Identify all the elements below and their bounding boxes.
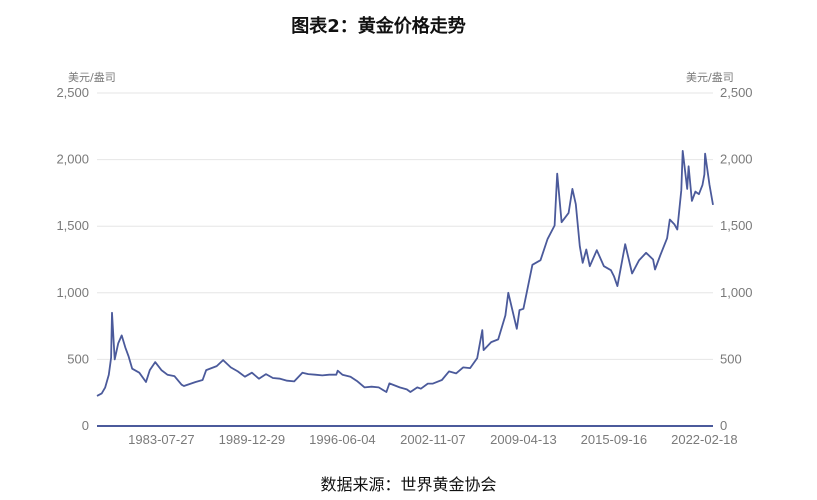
y-tick-label-left: 500	[67, 351, 89, 366]
y-tick-label-right: 2,500	[720, 85, 753, 100]
x-axis-ticks: 1983-07-27 1989-12-29 1996-06-04 2002-11-07…	[128, 432, 737, 447]
gold-price-line	[96, 150, 714, 397]
x-tick-label: 2002-11-07	[400, 432, 466, 447]
y-axis-right-unit: 美元/盎司	[686, 70, 734, 84]
x-tick-label: 2022-02-18	[671, 432, 738, 447]
x-tick-label: 2009-04-13	[490, 432, 557, 447]
y-tick-label-right: 1,500	[720, 218, 753, 233]
grid-lines	[97, 92, 713, 360]
y-tick-label-left: 1,000	[56, 285, 89, 300]
x-tick-label: 1989-12-29	[219, 432, 286, 447]
x-tick-label: 1983-07-27	[128, 432, 195, 447]
y-tick-label-left: 1,500	[56, 218, 89, 233]
chart-source: 数据来源：世界黄金协会	[320, 475, 497, 494]
y-axis-left-ticks: 0 500 1,000 1,500 2,000 2,500	[56, 85, 89, 433]
y-tick-label-left: 2,000	[56, 152, 89, 167]
y-tick-label-right: 500	[720, 351, 742, 366]
x-tick-label: 2015-09-16	[581, 432, 648, 447]
y-tick-label-left: 2,500	[56, 85, 89, 100]
y-tick-label-right: 0	[720, 418, 727, 433]
y-axis-right-ticks: 0 500 1,000 1,500 2,000 2,500	[720, 85, 753, 433]
y-tick-label-right: 1,000	[720, 285, 753, 300]
y-tick-label-right: 2,000	[720, 152, 753, 167]
y-axis-left-unit: 美元/盎司	[68, 70, 116, 84]
x-tick-label: 1996-06-04	[309, 432, 376, 447]
y-tick-label-left: 0	[82, 418, 89, 433]
chart-title: 图表2：黄金价格走势	[291, 16, 466, 37]
